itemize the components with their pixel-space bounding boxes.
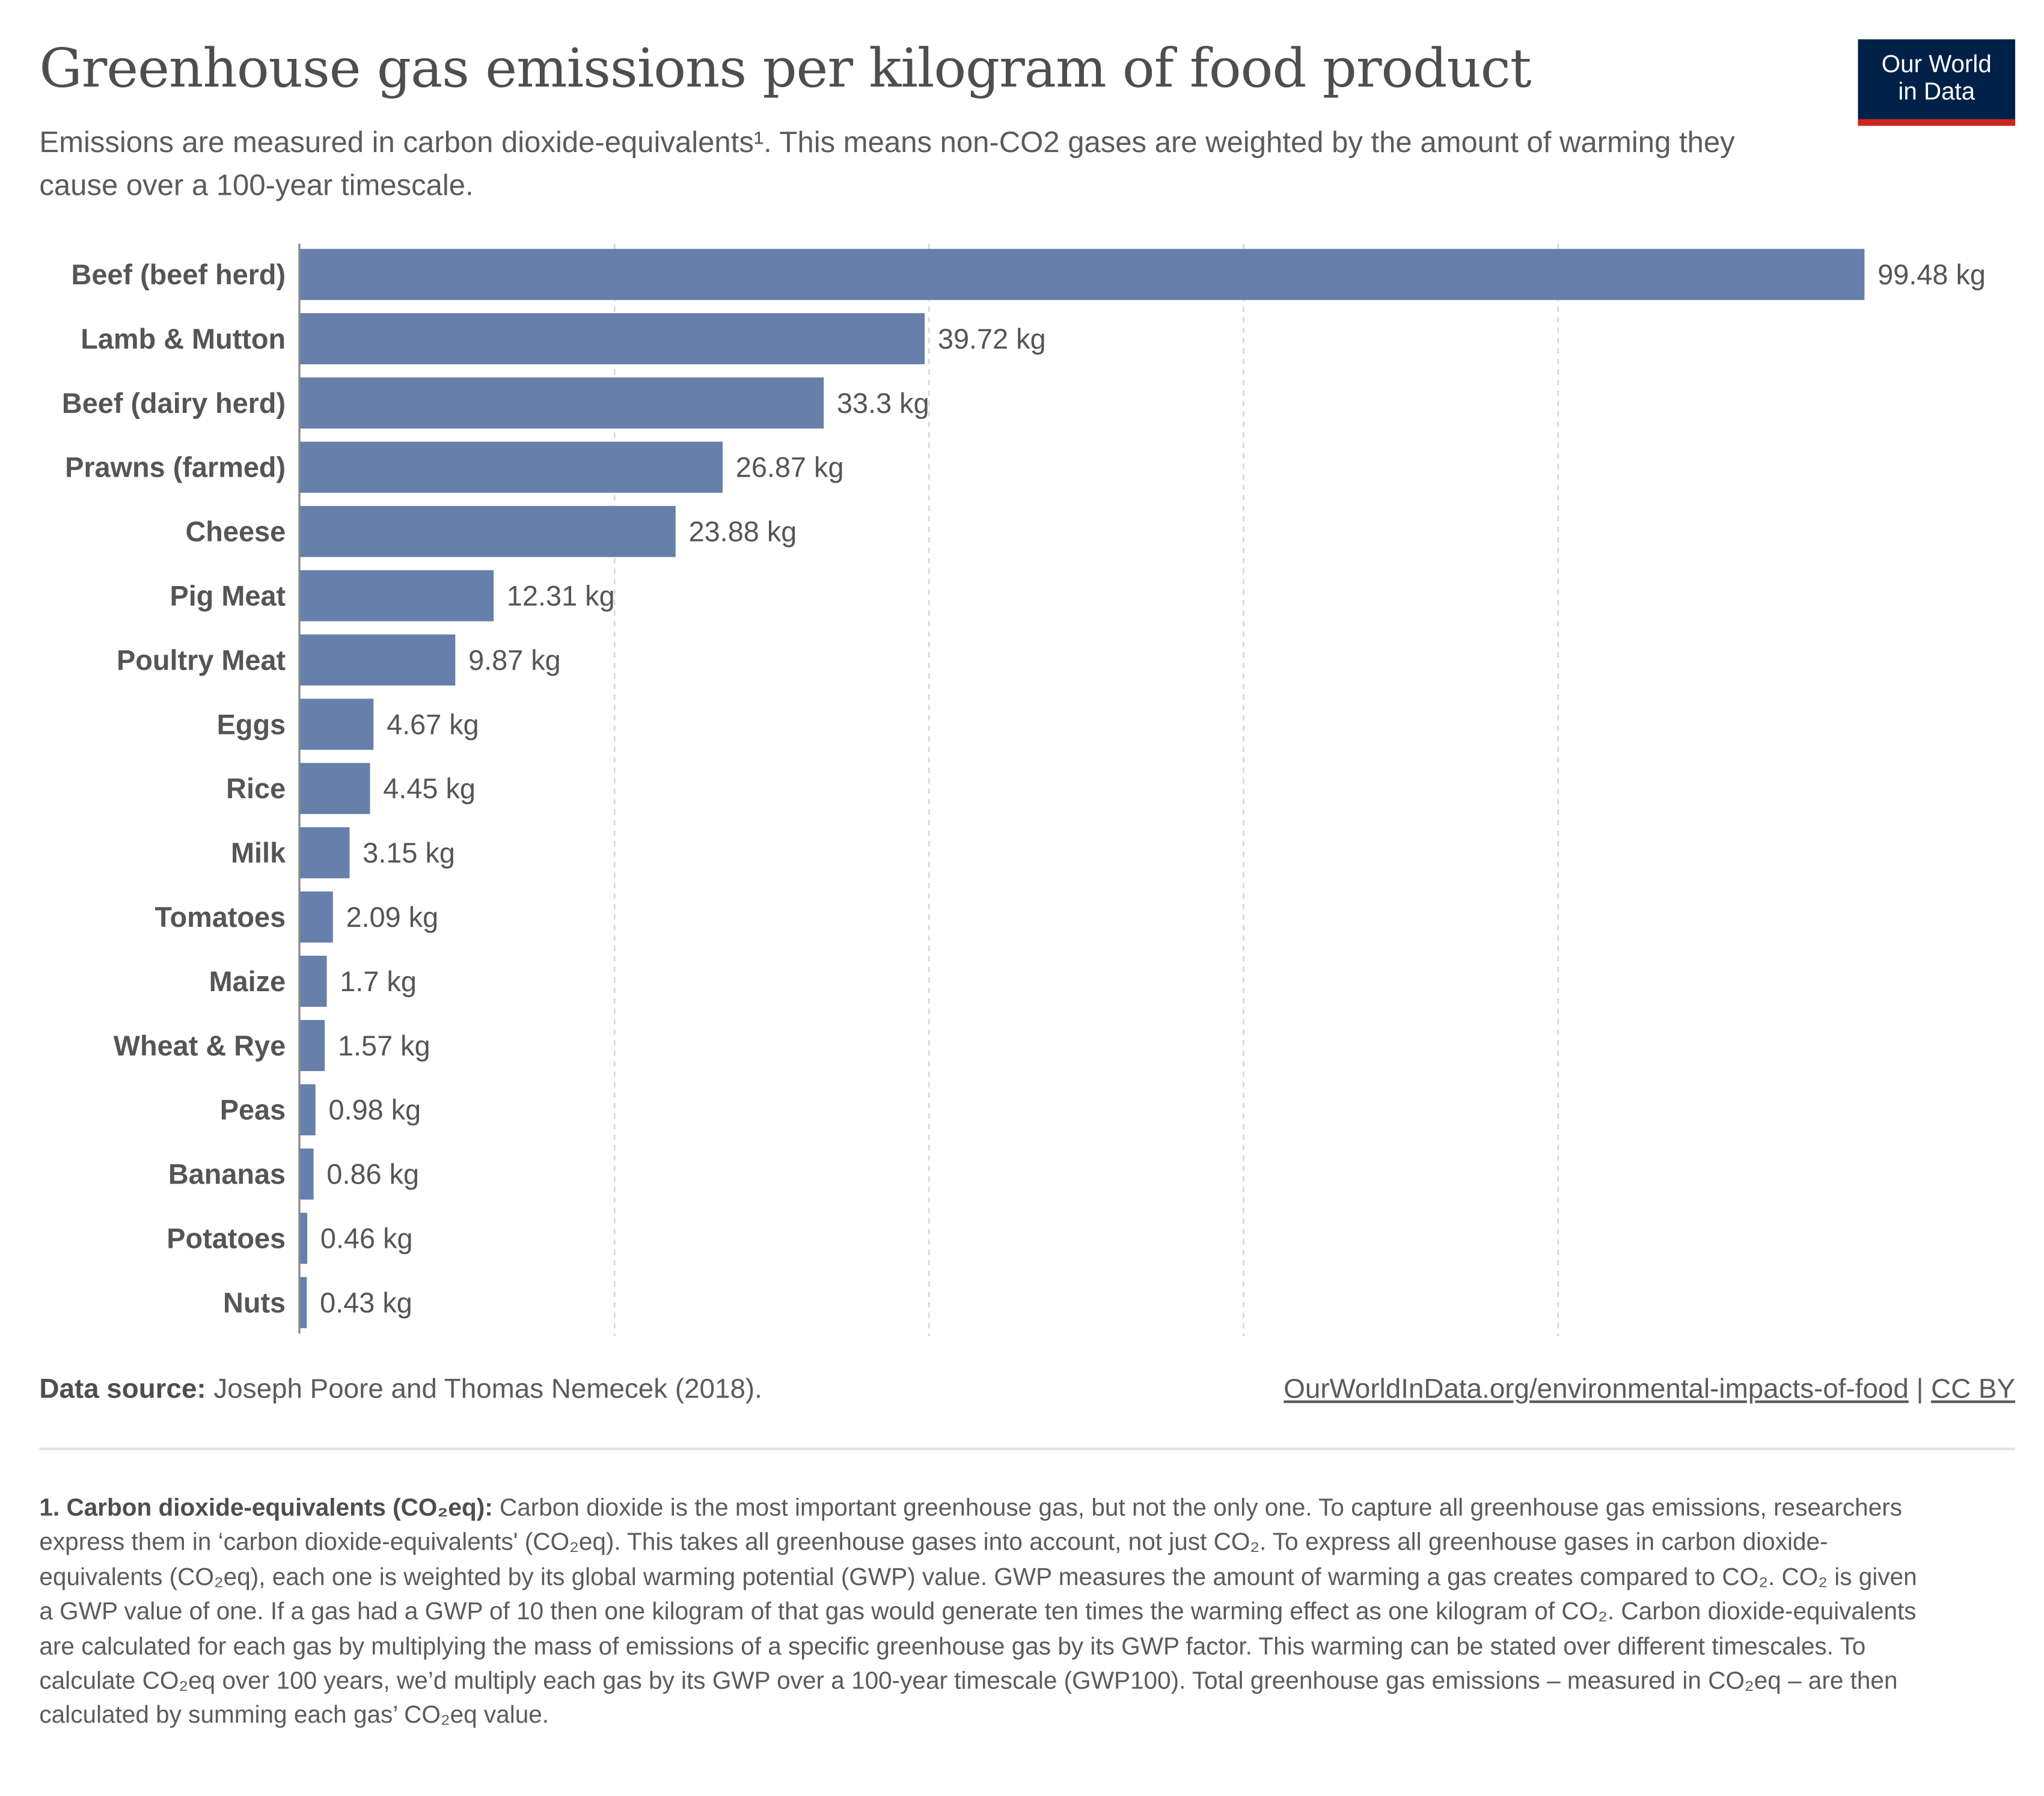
value-label: 4.67 kg — [387, 709, 479, 740]
value-label: 12.31 kg — [507, 580, 615, 611]
bar — [300, 1019, 325, 1071]
owid-logo[interactable]: Our World in Data — [1858, 39, 2016, 126]
value-label: 99.48 kg — [1877, 259, 1986, 290]
category-label: Maize — [209, 966, 286, 997]
footnote-title: 1. Carbon dioxide-equivalents (CO₂eq): — [39, 1493, 493, 1521]
category-label: Milk — [231, 837, 286, 869]
category-label: Bananas — [168, 1159, 286, 1190]
bar — [300, 249, 1865, 301]
category-label: Potatoes — [167, 1223, 286, 1254]
value-label: 9.87 kg — [468, 644, 561, 676]
bar — [300, 377, 824, 429]
value-label: 33.3 kg — [837, 388, 929, 419]
footnote-text: Carbon dioxide is the most important gre… — [39, 1493, 1917, 1729]
value-label: 26.87 kg — [736, 452, 844, 483]
category-label: Poultry Meat — [117, 644, 286, 676]
bar — [300, 956, 327, 1007]
bar — [300, 506, 676, 557]
logo-line-1: Our World — [1881, 49, 1992, 78]
bar-chart: Beef (beef herd) 99.48 kg Lamb & Mutton 39.… — [62, 243, 1986, 1337]
source-link[interactable]: OurWorldInData.org/environmental-impacts… — [1284, 1374, 1909, 1405]
bar — [300, 698, 374, 750]
chart-title: Greenhouse gas emissions per kilogram of… — [39, 37, 1531, 100]
value-label: 1.57 kg — [338, 1030, 430, 1061]
value-label: 0.46 kg — [320, 1223, 413, 1254]
value-label: 1.7 kg — [340, 966, 417, 997]
bar — [300, 1148, 314, 1200]
category-label: Prawns (farmed) — [65, 452, 286, 483]
category-label: Pig Meat — [170, 580, 286, 611]
bar — [300, 827, 350, 879]
bar — [300, 313, 925, 365]
category-label: Nuts — [223, 1287, 286, 1318]
bar — [300, 1277, 307, 1328]
value-label: 4.45 kg — [383, 773, 476, 804]
category-label: Wheat & Rye — [114, 1030, 286, 1061]
category-label: Cheese — [185, 516, 286, 548]
value-label: 2.09 kg — [346, 902, 439, 933]
source-text: Joseph Poore and Thomas Nemecek (2018). — [206, 1374, 762, 1405]
data-source: Data source: Joseph Poore and Thomas Nem… — [39, 1374, 762, 1405]
value-label: 23.88 kg — [689, 516, 797, 548]
category-label: Beef (beef herd) — [72, 259, 286, 290]
category-label: Rice — [226, 773, 286, 804]
category-label: Beef (dairy herd) — [62, 388, 286, 419]
license-link[interactable]: CC BY — [1931, 1374, 2016, 1405]
logo-line-2: in Data — [1898, 77, 1975, 105]
chart-subtitle: Emissions are measured in carbon dioxide… — [39, 126, 1735, 202]
category-label: Lamb & Mutton — [81, 323, 286, 355]
bar — [300, 891, 333, 943]
value-label: 0.86 kg — [326, 1159, 419, 1190]
bar — [300, 763, 370, 814]
value-label: 0.98 kg — [329, 1095, 421, 1126]
category-label: Peas — [220, 1095, 286, 1126]
value-label: 3.15 kg — [363, 837, 455, 869]
license-line: OurWorldInData.org/environmental-impacts… — [1284, 1374, 2015, 1405]
bar — [300, 634, 456, 686]
category-label: Tomatoes — [155, 902, 286, 933]
bar — [300, 570, 494, 622]
bar — [300, 1084, 316, 1135]
separator: | — [1908, 1374, 1932, 1405]
value-label: 39.72 kg — [938, 323, 1046, 355]
bar — [300, 441, 723, 493]
category-label: Eggs — [217, 709, 286, 740]
bar — [300, 1212, 308, 1264]
value-label: 0.43 kg — [320, 1287, 412, 1318]
divider — [39, 1447, 2016, 1450]
footnote: 1. Carbon dioxide-equivalents (CO₂eq): C… — [39, 1491, 1926, 1733]
source-label: Data source: — [39, 1374, 206, 1405]
